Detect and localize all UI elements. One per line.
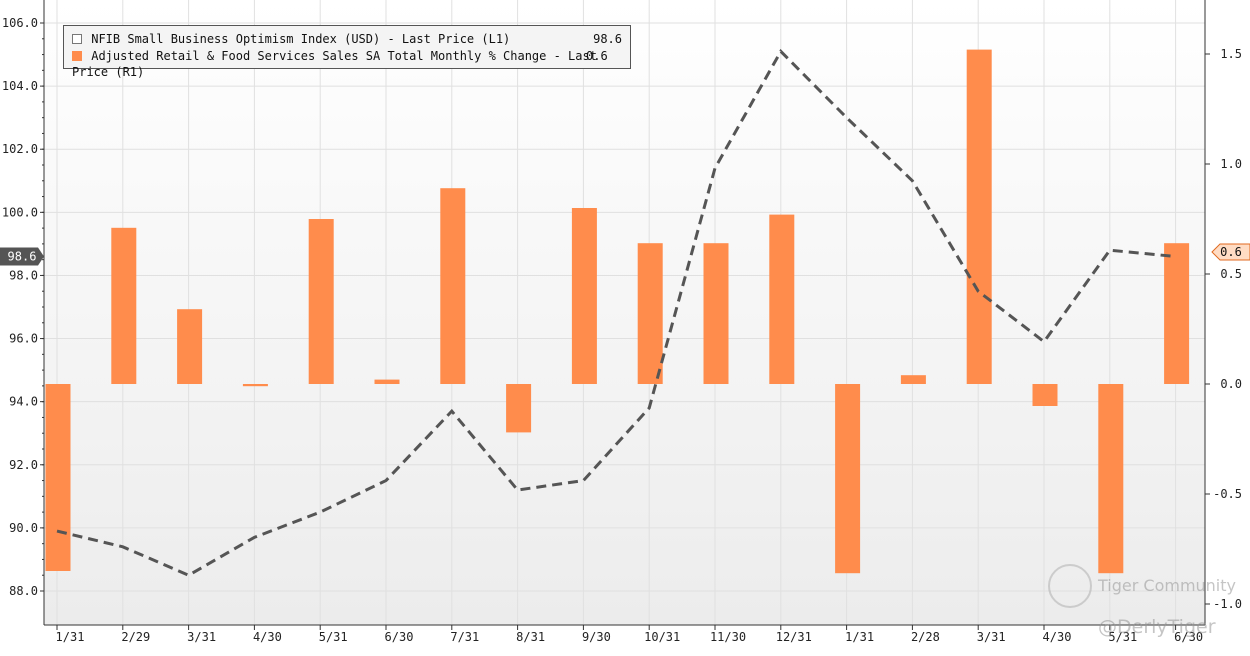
left-last-price-tag: [0, 247, 44, 266]
last-price-markers: 98.6 0.6: [0, 243, 1250, 266]
right-tick-label: 1.5: [1220, 47, 1242, 61]
bar: [440, 188, 466, 384]
x-tick-label: 2/29: [121, 630, 150, 644]
right-last-price-label: 0.6: [1220, 245, 1242, 259]
bar: [374, 379, 400, 384]
left-tick-label: 96.0: [9, 332, 38, 346]
left-tick-label: 100.0: [2, 205, 38, 219]
x-axis-ticks: 1/31 2/29 3/31 4/30 5/31 6/30 7/31 8/31 9/30 10/3…: [56, 625, 1203, 644]
x-tick-label: 1/31: [56, 630, 85, 644]
line-series-path: [56, 48, 1176, 577]
x-tick-label: 5/31: [319, 630, 348, 644]
legend-line-swatch: [72, 34, 82, 44]
left-last-price-label: 98.6: [8, 250, 37, 264]
right-last-price-tag: [1211, 243, 1250, 261]
bar: [835, 384, 861, 574]
bar: [177, 309, 203, 384]
right-tick-label: 1.0: [1220, 157, 1242, 171]
bar: [637, 243, 663, 384]
left-tick-label: 92.0: [9, 458, 38, 472]
watermark-handle: @DerlyTiger: [1098, 616, 1216, 638]
legend-line-label: NFIB Small Business Optimism Index (USD)…: [91, 32, 511, 46]
x-tick-label: 1/31: [845, 630, 874, 644]
bar: [703, 243, 729, 384]
x-tick-label: 3/31: [187, 630, 216, 644]
bar: [1098, 384, 1124, 574]
bar: [45, 384, 71, 571]
legend-entry-bar: Adjusted Retail & Food Services Sales SA…: [72, 48, 622, 79]
x-tick-label: 7/31: [450, 630, 479, 644]
x-tick-label: 2/28: [911, 630, 940, 644]
right-tick-label: 0.5: [1220, 267, 1242, 281]
left-tick-label: 88.0: [9, 584, 38, 598]
x-tick-label: 8/31: [516, 630, 545, 644]
tiger-logo-icon: [1048, 564, 1092, 608]
x-tick-label: 6/30: [385, 630, 414, 644]
x-tick-label: 4/30: [1043, 630, 1072, 644]
left-tick-label: 104.0: [2, 79, 38, 93]
left-tick-label: 98.0: [9, 268, 38, 282]
axes: [43, 0, 1206, 626]
x-tick-label: 11/30: [710, 630, 746, 644]
x-tick-label: 9/30: [582, 630, 611, 644]
bar: [900, 375, 926, 384]
left-axis-ticks: 88.0 90.0 92.0 94.0 96.0 98.0 100.0 102.0 104.0 1…: [2, 16, 44, 598]
right-tick-label: 0.0: [1220, 377, 1242, 391]
left-tick-label: 90.0: [9, 521, 38, 535]
bar: [966, 49, 992, 384]
bar: [1164, 243, 1190, 384]
x-tick-label: 10/31: [644, 630, 680, 644]
x-tick-label: 4/30: [253, 630, 282, 644]
legend-bar-value: 0.6: [586, 49, 608, 63]
watermark-brand: Tiger Community: [1098, 576, 1236, 595]
x-tick-label: 12/31: [776, 630, 812, 644]
bar: [769, 214, 795, 384]
x-tick-label: 6/30: [1174, 630, 1203, 644]
left-tick-label: 106.0: [2, 16, 38, 30]
right-tick-label: -1.0: [1213, 597, 1242, 611]
chart-legend: NFIB Small Business Optimism Index (USD)…: [63, 25, 631, 79]
legend-bar-swatch: [72, 51, 82, 61]
x-tick-label: 5/31: [1108, 630, 1137, 644]
x-tick-label: 3/31: [977, 630, 1006, 644]
bar: [111, 227, 137, 384]
bar: [242, 384, 268, 387]
right-tick-label: -0.5: [1213, 487, 1242, 501]
left-tick-label: 94.0: [9, 395, 38, 409]
legend-entry-line: NFIB Small Business Optimism Index (USD)…: [72, 31, 622, 47]
right-axis-ticks: -1.0 -0.5 0.0 0.5 1.0 1.5: [1205, 47, 1242, 611]
bar: [308, 219, 334, 384]
bar: [506, 384, 532, 433]
left-tick-label: 102.0: [2, 142, 38, 156]
legend-bar-label: Adjusted Retail & Food Services Sales SA…: [72, 49, 597, 79]
bar: [1032, 384, 1058, 406]
bar: [571, 208, 597, 384]
plot-background: [44, 0, 1205, 625]
bar-series: [45, 49, 1190, 574]
legend-line-value: 98.6: [593, 32, 622, 46]
